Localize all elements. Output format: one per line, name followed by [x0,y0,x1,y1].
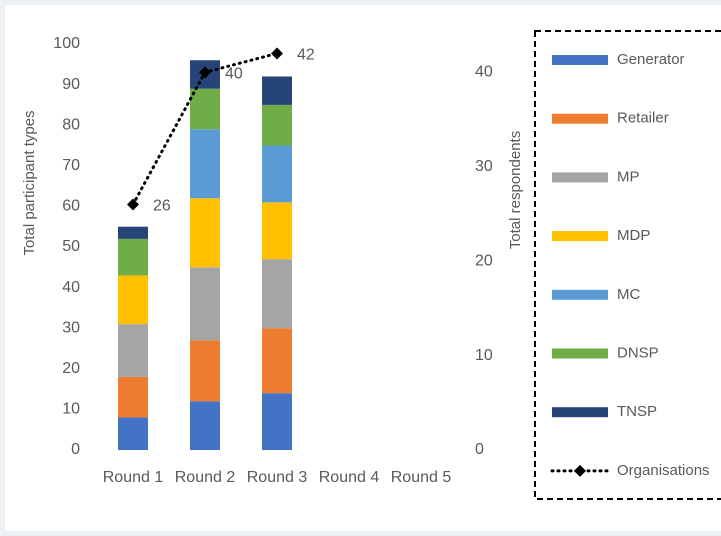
legend-marker [574,464,586,477]
bar-segment [262,393,292,450]
y-tick-label: 0 [71,441,80,458]
bar-segment [190,129,220,199]
bar-segment [118,324,148,377]
y-tick-label: 100 [53,35,80,52]
y2-tick-label: 20 [475,252,493,269]
x-tick-label: Round 4 [319,469,380,486]
bar-segment [190,267,220,341]
y-tick-label: 80 [62,116,80,133]
bar-segment [262,104,292,146]
legend-label: Generator [617,51,685,68]
line-marker [271,47,283,60]
data-label: 42 [297,47,315,64]
legend-label: MDP [617,227,650,244]
bar-segment [190,401,220,450]
legend-swatch [552,407,608,418]
y2-tick-label: 40 [475,64,493,81]
legend-swatch [552,172,608,183]
y-tick-label: 90 [62,76,80,93]
y-tick-label: 50 [62,238,80,255]
y-tick-label: 70 [62,157,80,174]
data-label: 26 [153,198,171,215]
bar-segment [190,198,220,268]
x-tick-label: Round 2 [175,469,236,486]
legend-label: TNSP [617,403,657,420]
y-tick-label: 40 [62,279,80,296]
bar-segment [190,88,220,130]
line-marker [127,198,139,211]
legend-swatch [552,113,608,124]
legend-label: MP [617,168,640,185]
bar-segment [118,226,148,239]
y2-tick-label: 30 [475,158,493,175]
y2-tick-label: 0 [475,441,484,458]
bar-segment [262,76,292,105]
y2-tick-label: 10 [475,347,493,364]
y-tick-label: 60 [62,198,80,215]
line-marker [199,66,211,79]
legend-label: MC [617,286,640,303]
bar-segment [118,417,148,450]
legend-swatch [552,289,608,300]
legend-box [534,30,721,500]
legend-label: DNSP [617,344,659,361]
y-tick-label: 20 [62,360,80,377]
bar-segment [262,202,292,260]
y2-axis-title: Total respondents [507,131,524,249]
bar-segment [190,340,220,402]
legend-label: Retailer [617,110,669,127]
data-label: 40 [225,66,243,83]
bar-segment [118,376,148,418]
bar-segment [262,328,292,394]
y-tick-label: 10 [62,401,80,418]
x-tick-label: Round 5 [391,469,452,486]
legend-swatch [552,231,608,242]
bar-segment [118,275,148,325]
bar-segment [118,238,148,276]
chart-area [5,5,721,531]
legend-swatch [552,55,608,65]
bar-segment [262,259,292,329]
y-tick-label: 30 [62,319,80,336]
y-axis-title: Total participant types [21,110,38,255]
x-tick-label: Round 3 [247,469,308,486]
legend-label: Organisations [617,462,710,479]
bar-segment [262,145,292,203]
legend-swatch [552,348,608,359]
x-tick-label: Round 1 [103,469,164,486]
